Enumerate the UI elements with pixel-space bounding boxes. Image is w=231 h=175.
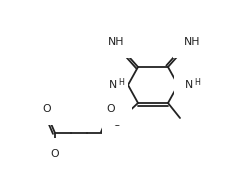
Text: H: H <box>193 78 199 87</box>
Text: N: N <box>184 80 192 90</box>
Text: O: O <box>106 104 115 114</box>
Text: O: O <box>43 104 51 114</box>
Text: H: H <box>118 78 123 87</box>
Text: O: O <box>50 149 59 159</box>
Text: N: N <box>108 80 117 90</box>
Text: NH: NH <box>183 37 199 47</box>
Text: NH: NH <box>107 37 124 47</box>
Text: O: O <box>112 118 121 128</box>
